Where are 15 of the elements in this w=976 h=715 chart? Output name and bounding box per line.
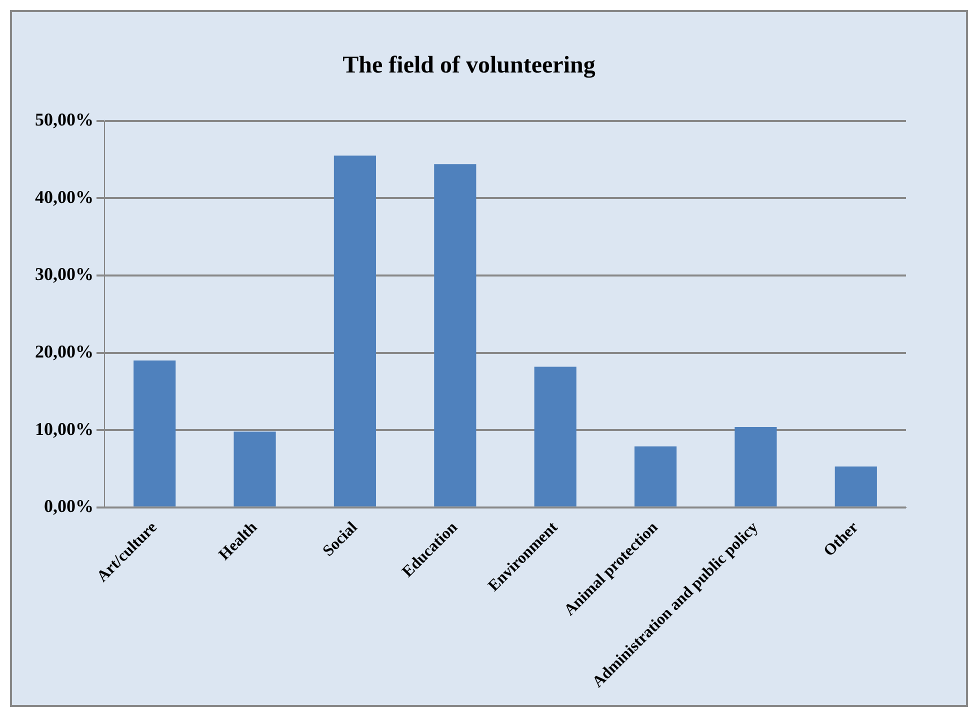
y-tick-label: 0,00% <box>44 496 94 516</box>
y-tick-label: 40,00% <box>35 186 94 207</box>
bar <box>834 466 877 506</box>
bar <box>434 164 476 506</box>
bar <box>334 156 376 506</box>
y-tick-label: 50,00% <box>35 109 94 130</box>
y-tick-label: 30,00% <box>35 264 94 284</box>
y-tick-label: 10,00% <box>35 418 94 439</box>
bar <box>734 427 777 506</box>
chart-title: The field of volunteering <box>342 52 596 79</box>
bar <box>634 446 677 506</box>
bar <box>134 360 176 506</box>
y-tick-label: 20,00% <box>35 341 94 362</box>
bar <box>534 366 576 506</box>
bar <box>234 432 276 506</box>
